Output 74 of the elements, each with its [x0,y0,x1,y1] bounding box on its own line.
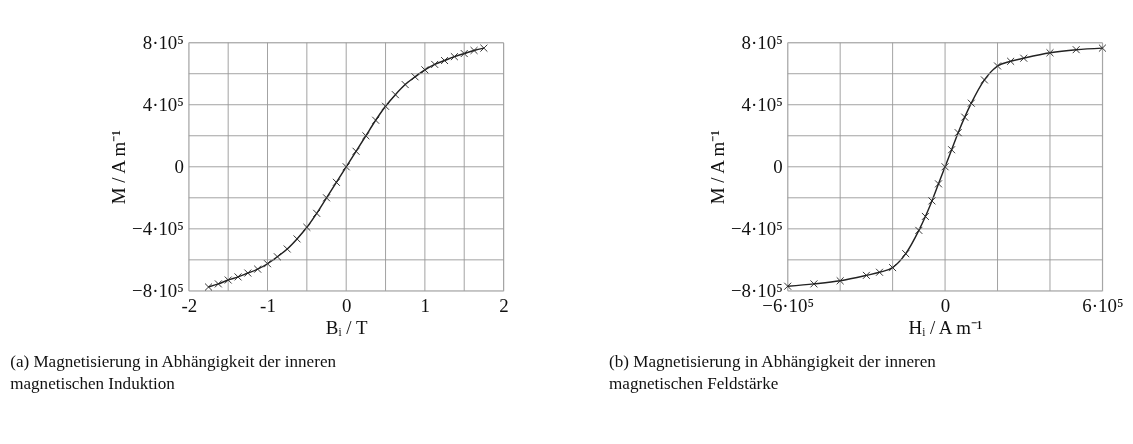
point [391,90,400,99]
x-tick-label: -2 [181,295,198,317]
y-tick-label: 4·10⁵ [741,93,783,115]
point [470,46,478,55]
point [234,272,242,281]
point [204,283,213,291]
point [361,131,370,140]
point [1072,45,1081,54]
y-axis-title: M / A m⁻¹ [706,130,728,205]
point [283,245,292,253]
point [1006,57,1015,66]
point [836,276,845,285]
point [941,162,949,171]
y-tick-label: 8·10⁵ [741,31,783,53]
point [332,178,341,187]
point [371,116,380,125]
point [960,113,969,122]
x-tick-label: 0 [341,295,352,317]
point [928,196,936,205]
point [381,102,390,111]
point [914,226,923,235]
y-tick-label: −4·10⁵ [132,217,184,239]
y-tick-label: 8·10⁵ [142,31,184,53]
x-tick-label: 0 [940,295,951,317]
y-tick-label: 0 [773,155,783,177]
point [440,56,449,65]
x-tick-label: -1 [260,295,276,317]
point [993,62,1002,70]
point [401,80,410,89]
y-tick-label: 4·10⁵ [142,93,184,115]
point [888,263,897,272]
point [479,44,488,53]
point [342,162,351,171]
point [312,209,321,218]
y-tick-label: 0 [174,155,184,177]
point [460,49,469,58]
point [967,99,976,108]
x-tick-label: 2 [499,295,509,317]
point [947,145,956,154]
text: (a) Magnetisierung in Abhängigkeit der inneren magnetischen Induktion [10,352,337,393]
point [243,269,252,277]
point [430,60,439,69]
point [263,259,272,268]
point [954,128,963,137]
point [783,282,792,291]
point [450,52,459,61]
y-tick-label: −4·10⁵ [730,217,783,239]
point [214,279,223,288]
point [1098,44,1107,53]
point [921,212,930,221]
point [1019,54,1028,63]
point [411,72,419,81]
point [901,249,910,258]
point [875,268,884,277]
y-tick-label: −8·10⁵ [132,279,184,301]
point [420,65,429,74]
point [293,234,301,243]
point [352,147,360,156]
x-tick-label: 6·10⁵ [1082,295,1124,317]
point [980,75,989,84]
point [1046,48,1054,57]
point [273,252,282,261]
point [253,265,262,274]
x-axis-title: Bᵢ / T [325,317,368,339]
point [862,271,871,280]
x-tick-label: 1 [420,295,431,317]
point [322,193,331,202]
point [934,179,943,188]
text: (b) Magnetisierung in Abhängigkeit der inneren magnetischen Feldstärke [609,352,937,393]
point [224,276,233,284]
point [810,279,818,288]
y-axis-title: M / A m⁻¹ [107,130,129,205]
point [302,223,311,232]
x-axis-title: Hᵢ / A m⁻¹ [908,317,983,339]
